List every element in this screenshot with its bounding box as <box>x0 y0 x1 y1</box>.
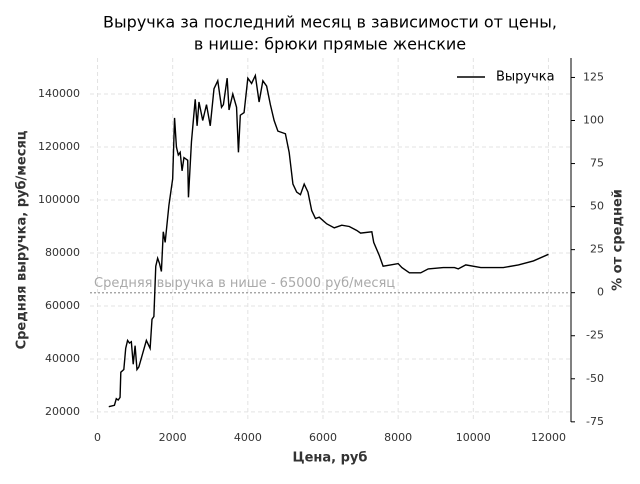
x-tick-label: 6000 <box>309 431 337 444</box>
y2-tick-label: 25 <box>590 243 604 256</box>
x-axis-label: Цена, руб <box>293 451 368 466</box>
legend-label: Выручка <box>496 70 555 85</box>
y-tick-label: 60000 <box>45 299 80 312</box>
y2-tick-label: 50 <box>590 200 604 213</box>
y-tick-label: 120000 <box>38 140 80 153</box>
y2-tick-label: 125 <box>583 70 604 83</box>
y2-tick-label: -25 <box>586 329 604 342</box>
y-tick-label: 20000 <box>45 405 80 418</box>
x-tick-label: 8000 <box>384 431 412 444</box>
y-axis-label: Средняя выручка, руб/месяц <box>15 130 30 349</box>
y-tick-label: 100000 <box>38 193 80 206</box>
y2-axis-label: % от средней <box>611 189 626 291</box>
y2-tick-label: 75 <box>590 157 604 170</box>
y-tick-label: 80000 <box>45 246 80 259</box>
series-line <box>108 73 549 408</box>
x-tick-label: 12000 <box>531 431 566 444</box>
chart-subtitle: в нише: брюки прямые женские <box>194 35 466 54</box>
y2-tick-label: -75 <box>586 415 604 428</box>
x-tick-label: 10000 <box>456 431 491 444</box>
x-tick-label: 0 <box>94 431 101 444</box>
y2-tick-label: -50 <box>586 372 604 385</box>
y2-tick-label: 0 <box>597 286 604 299</box>
y-tick-label: 40000 <box>45 352 80 365</box>
reference-label: Средняя выручка в нише - 65000 руб/месяц <box>94 276 395 291</box>
y-tick-label: 140000 <box>38 87 80 100</box>
x-tick-label: 2000 <box>159 431 187 444</box>
y2-tick-label: 100 <box>583 114 604 127</box>
x-tick-label: 4000 <box>234 431 262 444</box>
chart-title: Выручка за последний месяц в зависимости… <box>103 13 557 32</box>
